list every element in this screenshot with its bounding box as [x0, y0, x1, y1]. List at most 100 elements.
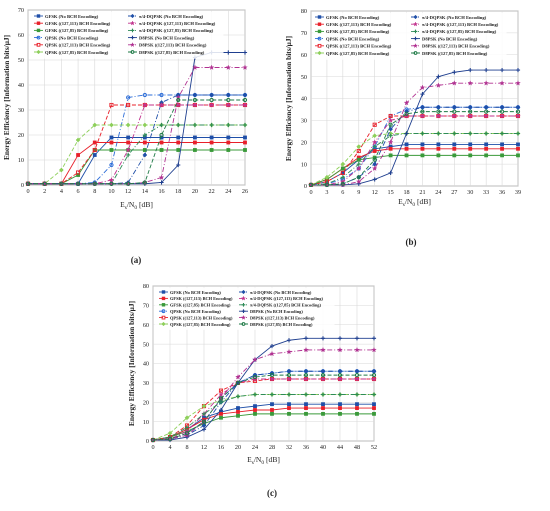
- data-marker: [161, 290, 166, 294]
- y-tick-label: 60: [143, 322, 149, 329]
- legend-item: π/4-DQPSK ((127,113) BCH Encoding): [128, 20, 216, 26]
- data-marker: [372, 149, 377, 153]
- data-marker: [372, 144, 377, 149]
- data-marker: [436, 131, 441, 136]
- data-marker: [412, 43, 419, 48]
- data-marker: [269, 373, 275, 378]
- legend: GFSK (No BCH Encoding)GFSK ((127,113) BC…: [154, 287, 335, 330]
- y-tick-label: 70: [18, 7, 24, 14]
- data-marker: [356, 148, 361, 154]
- data-marker: [184, 431, 190, 436]
- x-tick-label: 8: [185, 444, 188, 451]
- legend-item: D8PSK ((127,113) BCH Encoding): [239, 314, 315, 320]
- legend-label: D8PSK ((127,113) BCH Encoding): [250, 315, 315, 320]
- x-axis-label-part: 0: [261, 460, 264, 466]
- series-line: [310, 143, 518, 186]
- x-axis-label-part: 0: [412, 202, 415, 208]
- data-marker: [36, 42, 41, 47]
- data-series: [150, 373, 377, 443]
- data-marker: [404, 131, 409, 136]
- x-tick-label: 16: [218, 444, 224, 451]
- legend-item: D8PSK ((127,85) BCH Encoding): [411, 51, 488, 56]
- legend-label: GFSK (No BCH Encoding): [45, 14, 99, 19]
- legend-item: QPSK ((127,85) BCH Encoding): [34, 50, 109, 55]
- series-line: [152, 394, 374, 441]
- legend-item: π/4-DQPSK (No BCH Encoding): [128, 14, 204, 19]
- data-marker: [413, 51, 418, 55]
- data-marker: [371, 165, 378, 171]
- x-tick-label: 24: [252, 444, 258, 451]
- x-axis-label-part: 0: [134, 205, 137, 211]
- data-marker: [193, 148, 197, 152]
- data-marker: [225, 101, 232, 108]
- legend-label: QPSK ((127,113) BCH Encoding): [326, 44, 392, 49]
- y-tick-label: 40: [143, 361, 149, 368]
- data-marker: [338, 411, 342, 416]
- series-line: [28, 104, 245, 185]
- x-tick-label: 9: [357, 189, 360, 196]
- series-line: [153, 337, 374, 441]
- x-tick-label: 18: [175, 188, 181, 195]
- data-marker: [483, 112, 490, 119]
- legend-item: QPSK ((127,113) BCH Encoding): [315, 44, 392, 49]
- data-marker: [109, 122, 114, 128]
- data-marker: [499, 109, 505, 114]
- data-marker: [337, 373, 343, 378]
- data-marker: [287, 402, 291, 407]
- y-tick-label: 70: [301, 30, 307, 37]
- series-line: [28, 104, 245, 185]
- data-marker: [372, 122, 377, 127]
- data-marker: [515, 112, 521, 119]
- data-marker: [515, 109, 521, 114]
- legend-item: QPSK ((127,113) BCH Encoding): [159, 315, 233, 320]
- data-marker: [355, 411, 359, 416]
- data-marker: [320, 392, 326, 397]
- data-marker: [324, 174, 330, 180]
- data-marker: [467, 104, 473, 110]
- data-marker: [436, 142, 441, 147]
- data-marker: [243, 140, 247, 145]
- data-marker: [159, 148, 164, 152]
- data-marker: [467, 112, 474, 119]
- data-marker: [109, 162, 114, 168]
- data-marker: [452, 146, 457, 151]
- series-line: [152, 374, 374, 441]
- data-marker: [436, 74, 441, 79]
- data-marker: [192, 97, 198, 103]
- data-marker: [242, 64, 248, 70]
- legend-label: QPSK (No BCH Encoding): [170, 309, 221, 314]
- data-marker: [484, 146, 489, 151]
- data-marker: [499, 80, 505, 86]
- data-marker: [435, 112, 442, 119]
- data-marker: [253, 411, 257, 416]
- data-marker: [236, 406, 240, 410]
- data-marker: [452, 131, 457, 136]
- data-marker: [320, 373, 326, 378]
- data-marker: [372, 133, 378, 139]
- legend-item: GFSK ((127,113) BCH Encoding): [159, 296, 233, 301]
- legend-label: π/4-DQPSK ((127,113) BCH Encoding): [250, 296, 323, 301]
- x-axis-label-part: s: [125, 205, 127, 211]
- data-marker: [159, 135, 164, 140]
- data-marker: [484, 67, 489, 73]
- data-marker: [354, 373, 360, 378]
- legend-label: D8PSK ((127,85) BCH Encoding): [422, 51, 488, 56]
- data-marker: [356, 157, 361, 162]
- chart-panel: 0 4 8 12 16 20 24 28 32 36 40 44 48 52010203040506070…: [127, 283, 377, 498]
- data-marker: [435, 82, 442, 88]
- legend-item: GFSK (No BCH Encoding): [315, 15, 380, 20]
- y-tick-label: 20: [301, 139, 307, 146]
- x-tick-label: 32: [286, 444, 292, 451]
- x-axis-label-part: /N: [127, 200, 135, 209]
- data-marker: [142, 180, 147, 185]
- legend-item: π/4-DQPSK (No BCH Encoding): [239, 290, 312, 295]
- legend-item: GFSK (No BCH Encoding): [159, 290, 221, 295]
- data-marker: [130, 50, 135, 54]
- data-marker: [483, 80, 490, 86]
- series-line: [310, 115, 518, 186]
- data-marker: [126, 102, 131, 108]
- data-marker: [499, 104, 505, 110]
- data-marker: [176, 162, 181, 168]
- x-tick-label: 16: [158, 188, 164, 195]
- data-marker: [412, 21, 419, 27]
